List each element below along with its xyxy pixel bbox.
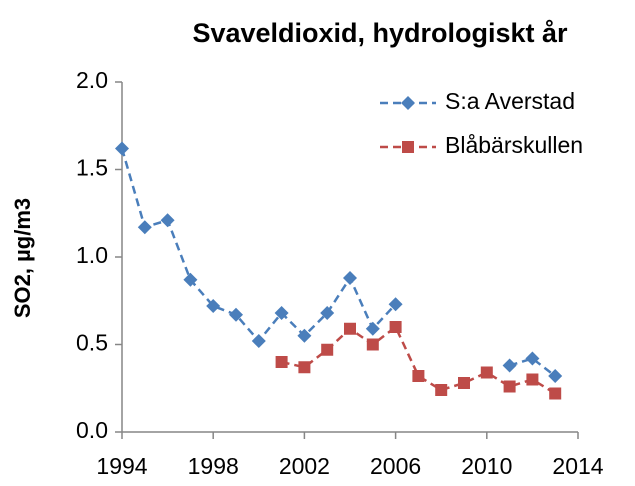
series-line <box>120 148 556 377</box>
data-point <box>526 373 539 386</box>
data-point <box>458 377 470 389</box>
data-point <box>343 271 357 285</box>
x-tick-label: 2006 <box>370 453 421 479</box>
x-tick-label: 2002 <box>279 453 330 479</box>
x-tick-label: 1994 <box>96 453 147 479</box>
x-tick-label: 2010 <box>461 453 512 479</box>
data-point <box>365 321 380 336</box>
y-tick-label: 2.0 <box>76 67 108 93</box>
y-tick-label: 0.0 <box>76 417 108 443</box>
x-tick-label: 2014 <box>552 453 603 479</box>
data-point <box>549 387 562 400</box>
data-point <box>366 338 379 351</box>
data-point <box>251 334 266 348</box>
y-axis-title: SO2, µg/m3 <box>10 198 35 318</box>
data-point <box>115 141 129 156</box>
data-point <box>388 297 403 312</box>
data-point <box>435 384 448 396</box>
data-point <box>137 220 152 235</box>
data-point <box>274 306 289 320</box>
chart-title: Svaveldioxid, hydrologiskt år <box>192 18 568 48</box>
data-point <box>297 328 312 343</box>
data-point <box>412 370 425 382</box>
data-point <box>525 351 540 366</box>
data-point <box>344 322 356 335</box>
data-point <box>229 307 243 322</box>
data-point <box>183 272 198 287</box>
data-point <box>275 356 288 368</box>
data-point <box>298 361 311 374</box>
data-point <box>321 343 334 356</box>
legend-marker <box>402 141 414 153</box>
data-point <box>389 321 402 333</box>
data-point <box>206 299 221 313</box>
y-tick-label: 1.0 <box>76 242 108 268</box>
data-point <box>503 380 516 393</box>
legend-marker <box>401 96 415 110</box>
data-point <box>502 358 517 373</box>
y-tick-label: 1.5 <box>76 155 108 181</box>
data-point <box>480 366 493 379</box>
x-tick-label: 1998 <box>188 453 239 479</box>
y-tick-label: 0.5 <box>76 330 108 356</box>
data-point <box>548 369 563 383</box>
legend-label: S:a Averstad <box>445 88 575 114</box>
legend-label: Blåbärskullen <box>445 132 583 158</box>
data-point <box>320 306 335 320</box>
data-point <box>160 213 175 228</box>
